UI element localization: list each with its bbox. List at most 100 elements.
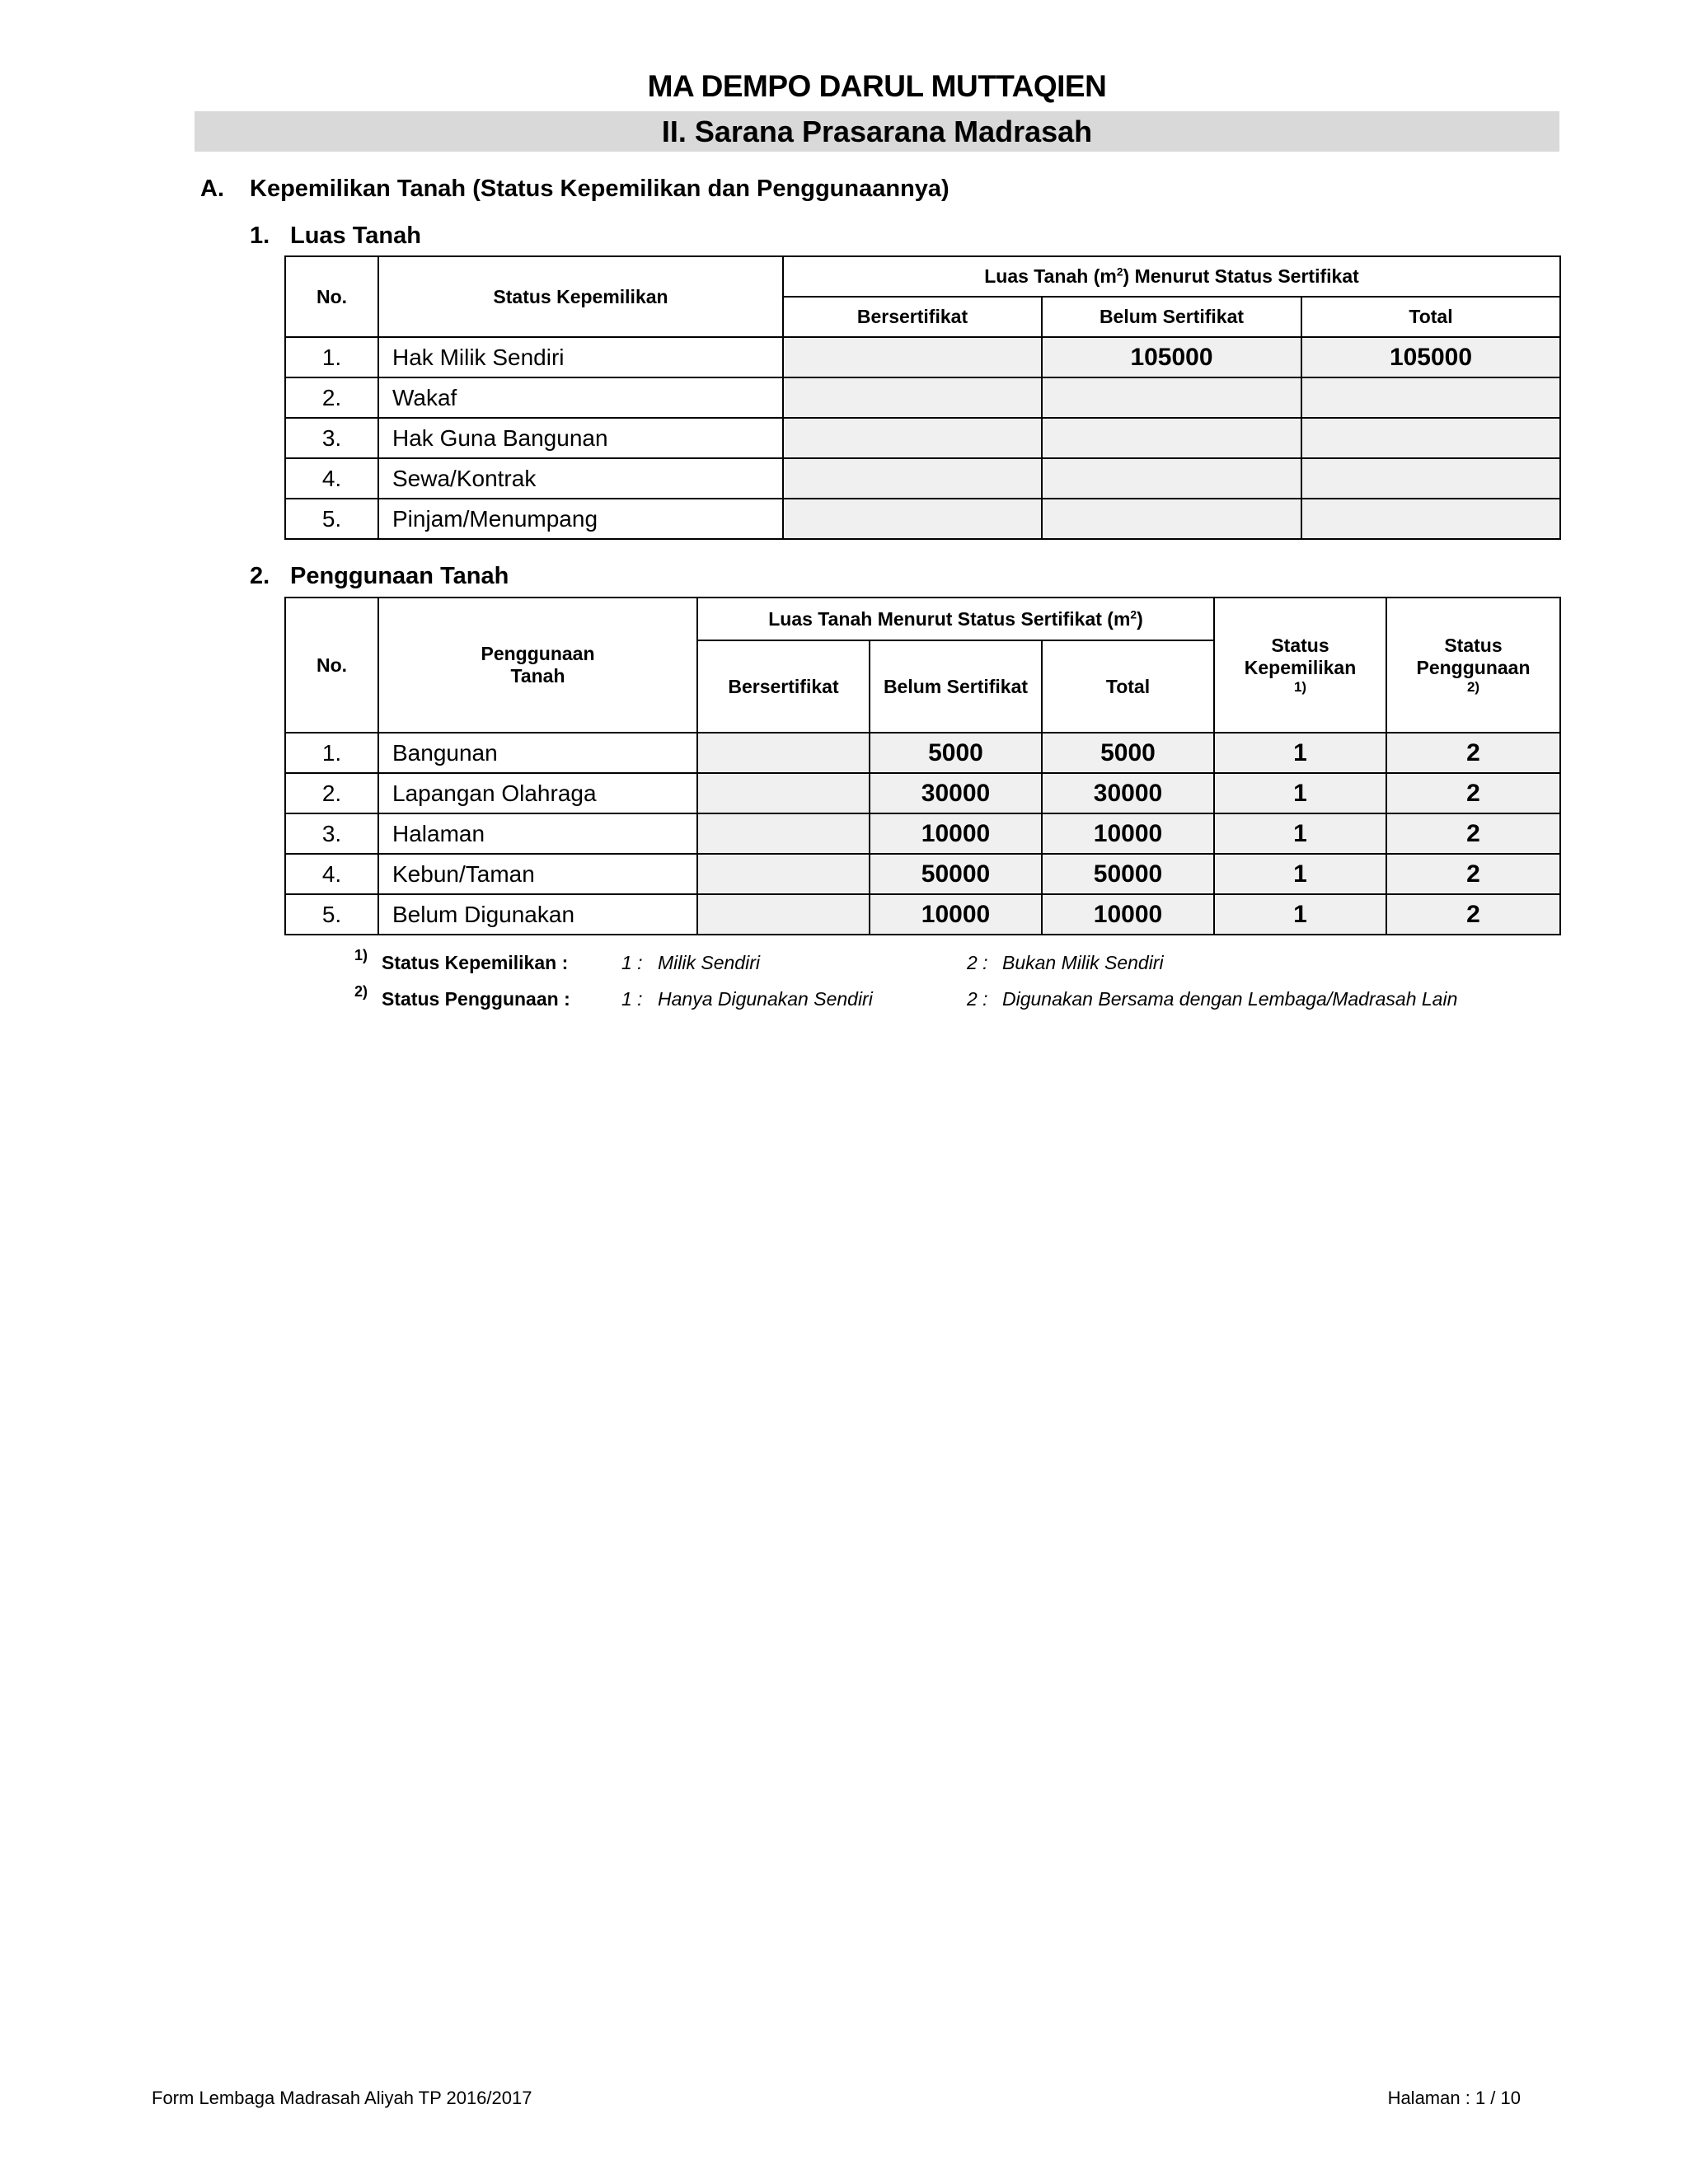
table-row: 1. Hak Milik Sendiri 105000 105000 (284, 336, 1561, 378)
bersertifikat-value (696, 853, 870, 895)
footnote-option2: Digunakan Bersama dengan Lembaga/Madrasa… (1002, 988, 1458, 1010)
row-label: Kebun/Taman (377, 853, 698, 895)
row-number: 4. (284, 457, 379, 499)
belum-sertifikat-value: 105000 (1041, 336, 1302, 378)
header-bersertifikat: Bersertifikat (782, 296, 1043, 338)
table-row: 3. Halaman 10000 10000 1 2 (284, 813, 1561, 855)
table-row: 4. Sewa/Kontrak (284, 457, 1561, 499)
header-status-penggunaan: Status Penggunaan 2) (1386, 597, 1561, 733)
status-penggunaan-value: 2 (1386, 853, 1561, 895)
header-luas-group: Luas Tanah (m2) Menurut Status Sertifika… (782, 255, 1561, 298)
belum-sertifikat-value: 5000 (869, 732, 1043, 774)
total-value (1301, 417, 1561, 459)
table-row: 5. Belum Digunakan 10000 10000 1 2 (284, 893, 1561, 935)
row-number: 3. (284, 417, 379, 459)
status-penggunaan-value: 2 (1386, 732, 1561, 774)
footnote-mark: 1) (354, 947, 368, 963)
penggunaan-tanah-title: Penggunaan Tanah (290, 563, 509, 589)
bersertifikat-value (696, 893, 870, 935)
bersertifikat-value (782, 457, 1043, 499)
penggunaan-tanah-table: No. Penggunaan Tanah Luas Tanah Menurut S… (284, 597, 1561, 935)
row-label: Halaman (377, 813, 698, 855)
header-bersertifikat: Bersertifikat (696, 640, 870, 733)
belum-sertifikat-value: 30000 (869, 772, 1043, 814)
status-kepemilikan-value: 1 (1213, 732, 1387, 774)
luas-tanah-marker: 1. (250, 223, 270, 249)
footer-form-name: Form Lembaga Madrasah Aliyah TP 2016/201… (152, 2088, 532, 2108)
header-belum-sertifikat: Belum Sertifikat (1041, 296, 1302, 338)
header-belum-sertifikat: Belum Sertifikat (869, 640, 1043, 733)
bersertifikat-value (696, 772, 870, 814)
total-value (1301, 457, 1561, 499)
status-kepemilikan-value: 1 (1213, 893, 1387, 935)
total-value: 105000 (1301, 336, 1561, 378)
footnote-label: Status Kepemilikan : (382, 952, 569, 973)
status-kepemilikan-value: 1 (1213, 772, 1387, 814)
row-number: 1. (284, 732, 379, 774)
table-row: 1. Bangunan 5000 5000 1 2 (284, 732, 1561, 774)
status-penggunaan-value: 2 (1386, 772, 1561, 814)
section-a-marker: A. (200, 176, 224, 202)
footnote-option2: Bukan Milik Sendiri (1002, 952, 1164, 973)
row-number: 5. (284, 893, 379, 935)
total-value: 50000 (1041, 853, 1215, 895)
footnote-option2-key: 2 : (967, 952, 988, 973)
row-number: 4. (284, 853, 379, 895)
total-value: 10000 (1041, 813, 1215, 855)
row-label: Bangunan (377, 732, 698, 774)
bersertifikat-value (696, 732, 870, 774)
footnote-option1: Hanya Digunakan Sendiri (658, 988, 873, 1010)
row-number: 2. (284, 377, 379, 419)
row-number: 2. (284, 772, 379, 814)
header-status-kepemilikan: Status Kepemilikan 1) (1213, 597, 1387, 733)
row-label: Lapangan Olahraga (377, 772, 698, 814)
footnote-option1: Milik Sendiri (658, 952, 760, 973)
row-number: 3. (284, 813, 379, 855)
footnote-option2-key: 2 : (967, 988, 988, 1010)
luas-tanah-table: No. Status Kepemilikan Luas Tanah (m2) M… (284, 255, 1561, 540)
total-value (1301, 377, 1561, 419)
bersertifikat-value (782, 498, 1043, 540)
row-label: Hak Guna Bangunan (377, 417, 784, 459)
table-row: 5. Pinjam/Menumpang (284, 498, 1561, 540)
total-value (1301, 498, 1561, 540)
header-no: No. (284, 255, 379, 338)
status-kepemilikan-value: 1 (1213, 813, 1387, 855)
total-value: 30000 (1041, 772, 1215, 814)
footnote-option1-key: 1 : (621, 952, 643, 973)
bersertifikat-value (782, 336, 1043, 378)
penggunaan-tanah-marker: 2. (250, 563, 270, 589)
footnote-label: Status Penggunaan : (382, 988, 570, 1010)
bersertifikat-value (782, 417, 1043, 459)
header-total: Total (1041, 640, 1215, 733)
row-label: Sewa/Kontrak (377, 457, 784, 499)
footnote-option1-key: 1 : (621, 988, 643, 1010)
belum-sertifikat-value (1041, 417, 1302, 459)
total-value: 5000 (1041, 732, 1215, 774)
table-row: 2. Lapangan Olahraga 30000 30000 1 2 (284, 772, 1561, 814)
header-total: Total (1301, 296, 1561, 338)
table-row: 2. Wakaf (284, 377, 1561, 419)
row-label: Belum Digunakan (377, 893, 698, 935)
section-title-bar: II. Sarana Prasarana Madrasah (195, 111, 1559, 152)
row-number: 1. (284, 336, 379, 378)
footer-page-number: Halaman : 1 / 10 (1387, 2088, 1521, 2108)
header-luas-group: Luas Tanah Menurut Status Sertifikat (m2… (696, 597, 1215, 641)
belum-sertifikat-value: 50000 (869, 853, 1043, 895)
luas-tanah-title: Luas Tanah (290, 223, 421, 249)
page-title: MA DEMPO DARUL MUTTAQIEN (647, 69, 1107, 103)
section-a-title: Kepemilikan Tanah (Status Kepemilikan da… (250, 176, 950, 202)
status-penggunaan-value: 2 (1386, 813, 1561, 855)
header-no: No. (284, 597, 379, 733)
table-row: 4. Kebun/Taman 50000 50000 1 2 (284, 853, 1561, 895)
header-penggunaan-tanah: Penggunaan Tanah (377, 597, 698, 733)
table-row: 3. Hak Guna Bangunan (284, 417, 1561, 459)
status-penggunaan-value: 2 (1386, 893, 1561, 935)
status-kepemilikan-value: 1 (1213, 853, 1387, 895)
total-value: 10000 (1041, 893, 1215, 935)
footnote-mark: 2) (354, 983, 368, 1000)
row-label: Hak Milik Sendiri (377, 336, 784, 378)
belum-sertifikat-value (1041, 498, 1302, 540)
belum-sertifikat-value: 10000 (869, 893, 1043, 935)
belum-sertifikat-value (1041, 377, 1302, 419)
